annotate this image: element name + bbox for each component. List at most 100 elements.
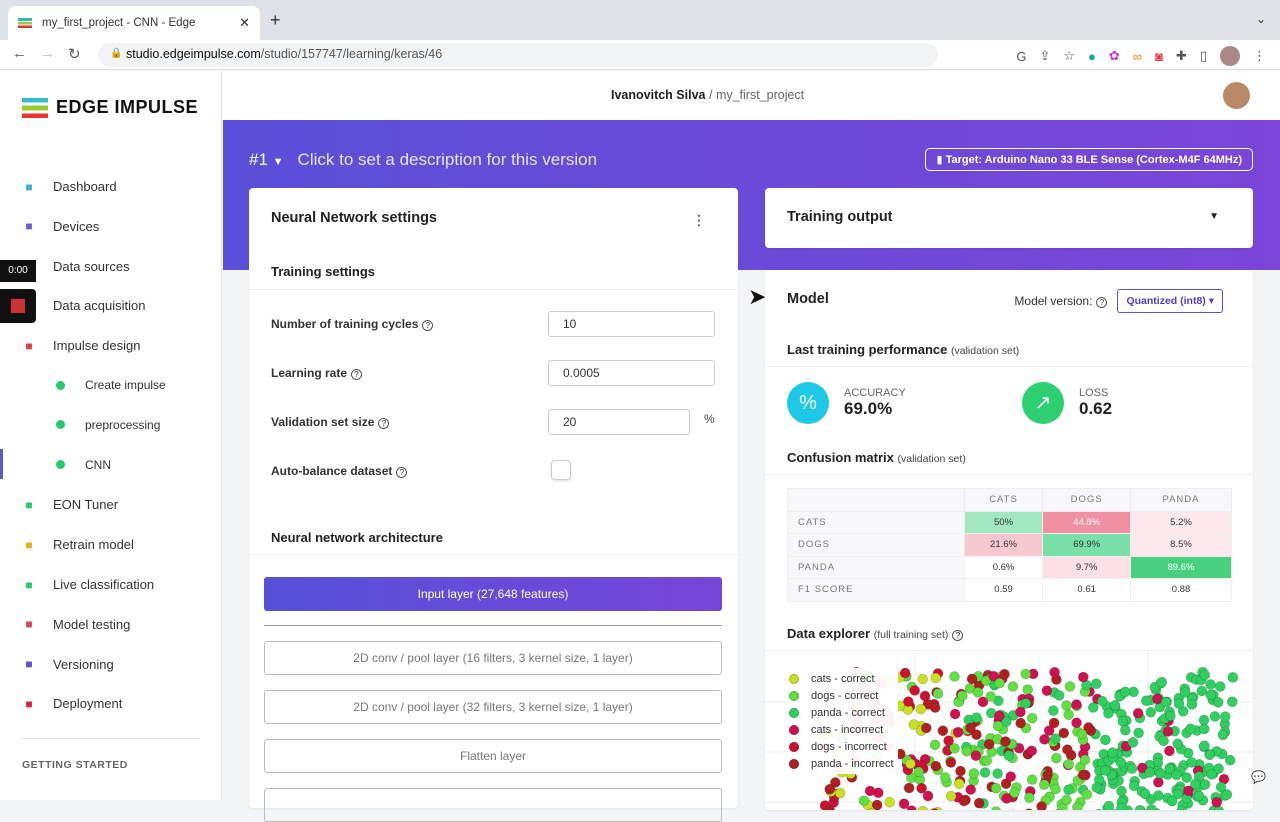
- scatter-point[interactable]: [1006, 772, 1016, 782]
- legend-item[interactable]: dogs - incorrect: [789, 738, 894, 755]
- scatter-point[interactable]: [1059, 728, 1069, 738]
- scatter-point[interactable]: [1072, 718, 1082, 728]
- scatter-point[interactable]: [1155, 769, 1165, 779]
- scatter-point[interactable]: [1078, 672, 1088, 682]
- scatter-point[interactable]: [918, 674, 928, 684]
- scatter-point[interactable]: [1127, 764, 1137, 774]
- scatter-point[interactable]: [1213, 697, 1223, 707]
- scatter-point[interactable]: [1129, 781, 1139, 791]
- more-options-icon[interactable]: ⋮: [692, 212, 706, 229]
- scatter-point[interactable]: [1153, 777, 1163, 787]
- scatter-point[interactable]: [865, 786, 875, 796]
- scatter-point[interactable]: [1051, 753, 1061, 763]
- scatter-point[interactable]: [1110, 700, 1120, 710]
- scatter-point[interactable]: [994, 711, 1004, 721]
- legend-item[interactable]: panda - incorrect: [789, 755, 894, 772]
- scatter-point[interactable]: [1062, 795, 1072, 805]
- google-icon[interactable]: G: [1016, 49, 1026, 64]
- scatter-point[interactable]: [1050, 667, 1060, 677]
- scatter-point[interactable]: [953, 727, 963, 737]
- scatter-point[interactable]: [1039, 780, 1049, 790]
- scatter-point[interactable]: [950, 671, 960, 681]
- user-avatar[interactable]: [1223, 82, 1250, 109]
- scatter-point[interactable]: [1100, 735, 1110, 745]
- scatter-point[interactable]: [1104, 801, 1114, 810]
- sidebar-item-versioning[interactable]: ■Versioning: [22, 657, 114, 672]
- sidebar-item-dashboard[interactable]: ■Dashboard: [22, 179, 117, 194]
- scatter-point[interactable]: [1215, 682, 1225, 692]
- scatter-point[interactable]: [1135, 805, 1145, 810]
- scatter-point[interactable]: [1008, 682, 1018, 692]
- scatter-point[interactable]: [984, 739, 994, 749]
- scatter-point[interactable]: [1167, 796, 1177, 806]
- scatter-point[interactable]: [1021, 669, 1031, 679]
- scatter-point[interactable]: [933, 689, 943, 699]
- scatter-point[interactable]: [1044, 726, 1054, 736]
- scatter-point[interactable]: [1206, 690, 1216, 700]
- scatter-point[interactable]: [1164, 746, 1174, 756]
- scatter-point[interactable]: [1065, 682, 1075, 692]
- caret-down-icon[interactable]: ▼: [273, 156, 284, 168]
- scatter-point[interactable]: [1174, 699, 1184, 709]
- forward-icon[interactable]: →: [40, 45, 55, 62]
- scatter-point[interactable]: [1062, 745, 1072, 755]
- scatter-point[interactable]: [1064, 785, 1074, 795]
- next-layer[interactable]: [264, 788, 722, 822]
- scatter-point[interactable]: [1228, 672, 1238, 682]
- scatter-point[interactable]: [1082, 790, 1092, 800]
- validation-size-input[interactable]: 20: [548, 409, 690, 435]
- scatter-point[interactable]: [1116, 786, 1126, 796]
- scatter-point[interactable]: [1172, 770, 1182, 780]
- scatter-point[interactable]: [931, 673, 941, 683]
- scatter-point[interactable]: [956, 766, 966, 776]
- flatten-layer[interactable]: Flatten layer: [264, 739, 722, 773]
- scatter-point[interactable]: [1165, 711, 1175, 721]
- conv-layer-2[interactable]: 2D conv / pool layer (32 filters, 3 kern…: [264, 690, 722, 724]
- scatter-point[interactable]: [1190, 779, 1200, 789]
- scatter-point[interactable]: [1043, 770, 1053, 780]
- scatter-point[interactable]: [993, 769, 1003, 779]
- learning-rate-input[interactable]: 0.0005: [548, 360, 715, 386]
- scatter-point[interactable]: [1100, 765, 1110, 775]
- scatter-point[interactable]: [904, 783, 914, 793]
- scatter-point[interactable]: [1062, 701, 1072, 711]
- breadcrumb-user[interactable]: Ivanovitch Silva: [611, 88, 705, 102]
- scatter-point[interactable]: [1021, 698, 1031, 708]
- scatter-point[interactable]: [1027, 775, 1037, 785]
- help-icon[interactable]: ?: [351, 369, 362, 380]
- help-icon[interactable]: ?: [952, 630, 963, 641]
- scatter-point[interactable]: [909, 720, 919, 730]
- feedback-icon[interactable]: 💬: [1251, 770, 1266, 784]
- scatter-point[interactable]: [993, 721, 1003, 731]
- scatter-point[interactable]: [1080, 755, 1090, 765]
- scatter-point[interactable]: [1141, 696, 1151, 706]
- scatter-point[interactable]: [1128, 737, 1138, 747]
- scatter-point[interactable]: [1227, 697, 1237, 707]
- sidebar-item-retrain-model[interactable]: ■Retrain model: [22, 537, 134, 552]
- scatter-point[interactable]: [1091, 679, 1101, 689]
- sidebar-item-data-sources[interactable]: ■Data sources: [22, 259, 130, 274]
- scatter-point[interactable]: [1120, 725, 1130, 735]
- scatter-point[interactable]: [962, 746, 972, 756]
- close-tab-icon[interactable]: ✕: [239, 15, 250, 31]
- scatter-point[interactable]: [835, 788, 845, 798]
- scatter-point[interactable]: [825, 784, 835, 794]
- video-record-button[interactable]: [0, 289, 36, 323]
- scatter-point[interactable]: [1197, 686, 1207, 696]
- scatter-point[interactable]: [1199, 715, 1209, 725]
- grammarly-icon[interactable]: ●: [1088, 49, 1096, 64]
- scatter-point[interactable]: [1200, 670, 1210, 680]
- version-description[interactable]: Click to set a description for this vers…: [298, 150, 598, 169]
- scatter-point[interactable]: [1210, 711, 1220, 721]
- scatter-point[interactable]: [1015, 707, 1025, 717]
- back-icon[interactable]: ←: [12, 45, 27, 62]
- scatter-point[interactable]: [1116, 757, 1126, 767]
- scatter-point[interactable]: [1027, 713, 1037, 723]
- scatter-point[interactable]: [1153, 791, 1163, 801]
- scatter-point[interactable]: [1064, 759, 1074, 769]
- training-output-card[interactable]: Training output ▼: [765, 188, 1253, 248]
- scatter-point[interactable]: [1016, 718, 1026, 728]
- sidebar-item-data-acquisition[interactable]: ■Data acquisition: [22, 298, 146, 313]
- scatter-point[interactable]: [1187, 699, 1197, 709]
- scatter-point[interactable]: [1000, 737, 1010, 747]
